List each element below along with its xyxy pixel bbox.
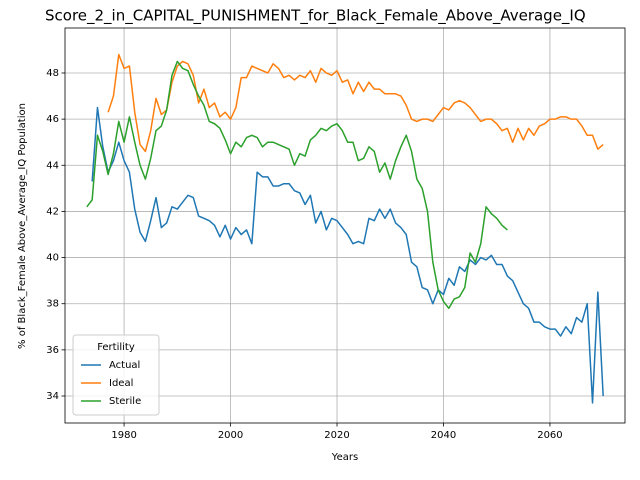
legend-label: Actual (109, 360, 140, 371)
legend: Fertility Actual Ideal Sterile (72, 334, 160, 416)
x-tick-label: 2020 (324, 430, 349, 441)
line (91, 106, 604, 404)
x-axis-label: Years (331, 452, 358, 463)
x-tick-label: 2060 (537, 430, 562, 441)
y-tick-label: 48 (46, 68, 59, 79)
x-tick-label: 1980 (111, 430, 136, 441)
x-tick-label: 2000 (218, 430, 243, 441)
y-tick-label: 40 (46, 253, 59, 264)
legend-box (72, 334, 160, 416)
line (86, 60, 508, 310)
legend-title: Fertility (97, 342, 135, 353)
line (107, 53, 604, 153)
legend-label: Ideal (109, 378, 133, 389)
y-tick-label: 34 (46, 391, 59, 402)
y-tick-label: 46 (46, 114, 59, 125)
plot-frame (64, 27, 626, 424)
y-axis-label: % of Black_Female Above_Average_IQ Popul… (17, 103, 28, 349)
y-tick-label: 36 (46, 345, 59, 356)
x-tick-label: 2040 (431, 430, 456, 441)
y-tick-label: 44 (46, 160, 59, 171)
y-tick-label: 38 (46, 299, 59, 310)
y-tick-label: 42 (46, 206, 59, 217)
chart-title: Score_2_in_CAPITAL_PUNISHMENT_for_Black_… (45, 7, 586, 26)
legend-label: Sterile (109, 396, 141, 407)
